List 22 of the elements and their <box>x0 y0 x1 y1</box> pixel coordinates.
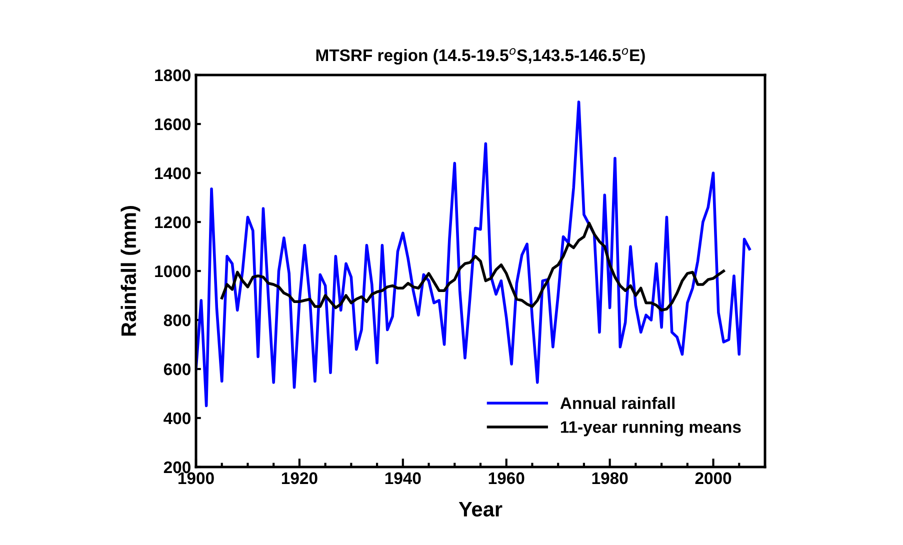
legend-label: Annual rainfall <box>560 396 674 410</box>
y-tick-label: 200 <box>164 461 190 474</box>
x-tick-label: 1940 <box>385 472 421 484</box>
y-tick-label: 800 <box>164 314 190 326</box>
y-tick-label: 1400 <box>155 167 190 180</box>
y-axis-title: Rainfall (mm) <box>120 206 140 336</box>
line-series <box>220 222 726 312</box>
y-tick-label: 600 <box>164 363 190 376</box>
x-tick-label: 1900 <box>178 472 214 484</box>
y-tick-label: 400 <box>164 412 190 424</box>
x-axis-title: Year <box>458 502 502 517</box>
legend-label: 11-year running means <box>560 420 741 436</box>
line-series <box>196 100 751 408</box>
y-tick-label: 1800 <box>155 69 190 82</box>
x-tick-label: 1960 <box>488 472 524 484</box>
x-tick-label: 2000 <box>695 472 732 484</box>
y-tick-label: 1200 <box>155 216 190 228</box>
x-tick-label: 1920 <box>282 472 318 484</box>
x-tick-label: 1980 <box>592 472 628 484</box>
y-tick-label: 1000 <box>155 265 190 278</box>
y-tick-label: 1600 <box>155 118 190 130</box>
chart-title: MTSRF region (14.5-19.5$^{o}$S,143.5-146.5$^{o}$E) <box>316 48 645 65</box>
